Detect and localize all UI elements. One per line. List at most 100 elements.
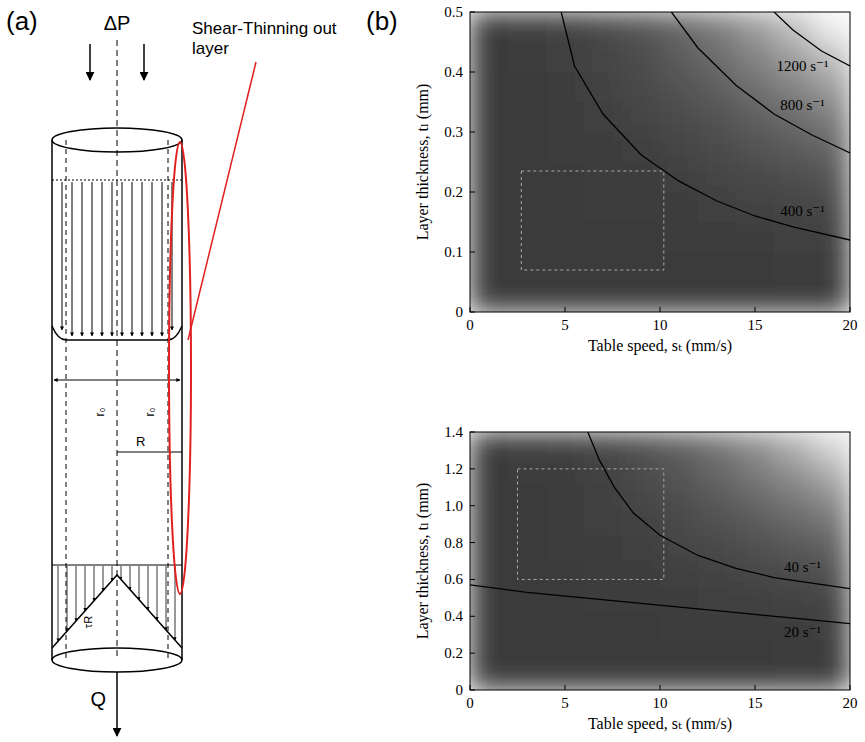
heat-cell bbox=[774, 664, 813, 690]
heat-cell bbox=[812, 638, 850, 664]
heat-cell bbox=[698, 432, 737, 458]
heat-cell bbox=[622, 42, 661, 73]
heat-cell bbox=[736, 484, 775, 510]
heat-cell bbox=[736, 664, 775, 690]
heat-cell bbox=[470, 222, 509, 253]
heat-cell bbox=[660, 638, 699, 664]
heat-cell bbox=[584, 42, 623, 73]
heat-cell bbox=[546, 282, 585, 312]
x-tick-label: 10 bbox=[653, 317, 668, 333]
contour-label: 400 s⁻¹ bbox=[780, 203, 825, 219]
heat-cell bbox=[736, 432, 775, 458]
x-tick-label: 15 bbox=[748, 695, 763, 711]
y-tick-label: 0 bbox=[456, 304, 464, 320]
heat-cell bbox=[774, 432, 813, 458]
shear-layer-leader bbox=[188, 62, 256, 340]
heat-cell bbox=[508, 432, 547, 458]
heat-cell bbox=[508, 12, 547, 43]
heat-cell bbox=[622, 222, 661, 253]
heat-cell bbox=[584, 162, 623, 193]
heat-cell bbox=[584, 222, 623, 253]
heat-cell bbox=[546, 535, 585, 561]
heat-cell bbox=[698, 252, 737, 283]
x-tick bbox=[660, 685, 661, 690]
heat-cell bbox=[508, 252, 547, 283]
pressure-arrow bbox=[89, 44, 91, 80]
heat-cell bbox=[660, 102, 699, 133]
heat-cell bbox=[736, 132, 775, 163]
y-tick bbox=[470, 616, 475, 617]
heat-cell bbox=[470, 484, 509, 510]
heat-cell bbox=[470, 252, 509, 283]
heat-cell bbox=[584, 72, 623, 103]
heat-cell bbox=[470, 282, 509, 312]
y-tick bbox=[470, 505, 475, 506]
profile-top bbox=[52, 180, 182, 181]
heat-cell bbox=[470, 587, 509, 613]
heat-cell bbox=[812, 162, 850, 193]
heat-cell bbox=[470, 509, 509, 535]
heat-cell bbox=[698, 458, 737, 484]
contour-label: 1200 s⁻¹ bbox=[776, 58, 828, 74]
y-tick-label: 0.2 bbox=[444, 645, 463, 661]
y-tick-label: 0.5 bbox=[444, 4, 463, 20]
flow-arrow bbox=[116, 672, 118, 736]
heat-cell bbox=[812, 12, 850, 43]
heat-cell bbox=[584, 458, 623, 484]
x-tick bbox=[565, 307, 566, 312]
heat-cell bbox=[698, 12, 737, 43]
heat-cell bbox=[622, 613, 661, 639]
heat-cell bbox=[812, 587, 850, 613]
heat-cell bbox=[546, 132, 585, 163]
contour-line bbox=[588, 432, 850, 589]
y-tick bbox=[470, 690, 475, 691]
heat-cell bbox=[736, 535, 775, 561]
stress-arrow bbox=[130, 566, 131, 590]
heat-cell bbox=[660, 72, 699, 103]
heat-cell bbox=[546, 638, 585, 664]
heat-cell bbox=[660, 509, 699, 535]
y-tick-label: 1.4 bbox=[444, 424, 463, 440]
heat-cell bbox=[774, 509, 813, 535]
velocity-arrow bbox=[92, 182, 93, 336]
heat-cell bbox=[584, 638, 623, 664]
heat-cell bbox=[736, 192, 775, 223]
stress-arrow bbox=[67, 566, 68, 631]
heat-cell bbox=[622, 535, 661, 561]
heat-cell bbox=[698, 509, 737, 535]
heat-cell bbox=[584, 535, 623, 561]
y-tick bbox=[470, 192, 475, 193]
y-tick bbox=[470, 252, 475, 253]
center-line bbox=[117, 40, 118, 660]
heat-cell bbox=[774, 535, 813, 561]
stress-arrow bbox=[121, 566, 122, 579]
x-tick bbox=[850, 307, 851, 312]
velocity-arrow bbox=[162, 182, 163, 336]
heat-cell bbox=[470, 162, 509, 193]
heat-cell bbox=[508, 535, 547, 561]
heat-cell bbox=[774, 252, 813, 283]
heat-cell bbox=[736, 42, 775, 73]
heat-cell bbox=[736, 222, 775, 253]
velocity-arrow bbox=[112, 182, 113, 336]
stress-arrow bbox=[76, 566, 77, 621]
plot-frame bbox=[470, 12, 850, 312]
cylinder-top bbox=[52, 128, 182, 152]
wall-stress-label: τR bbox=[82, 616, 94, 628]
heat-cell bbox=[546, 458, 585, 484]
heat-cell bbox=[660, 132, 699, 163]
velocity-arrow bbox=[102, 182, 103, 336]
stress-arrow bbox=[148, 566, 149, 610]
velocity-profile bbox=[52, 326, 182, 340]
heatmap-panel: 40 s⁻¹20 s⁻¹0510152000.20.40.60.81.01.21… bbox=[414, 424, 858, 733]
heat-cell bbox=[622, 561, 661, 587]
velocity-arrow bbox=[62, 182, 63, 330]
heat-cell bbox=[470, 664, 509, 690]
y-tick-label: 0.4 bbox=[444, 608, 463, 624]
heat-cell bbox=[584, 509, 623, 535]
contour-label: 20 s⁻¹ bbox=[784, 624, 821, 640]
y-tick-label: 0.4 bbox=[444, 64, 463, 80]
heat-cell bbox=[508, 42, 547, 73]
x-tick bbox=[470, 307, 471, 312]
heat-cell bbox=[812, 252, 850, 283]
